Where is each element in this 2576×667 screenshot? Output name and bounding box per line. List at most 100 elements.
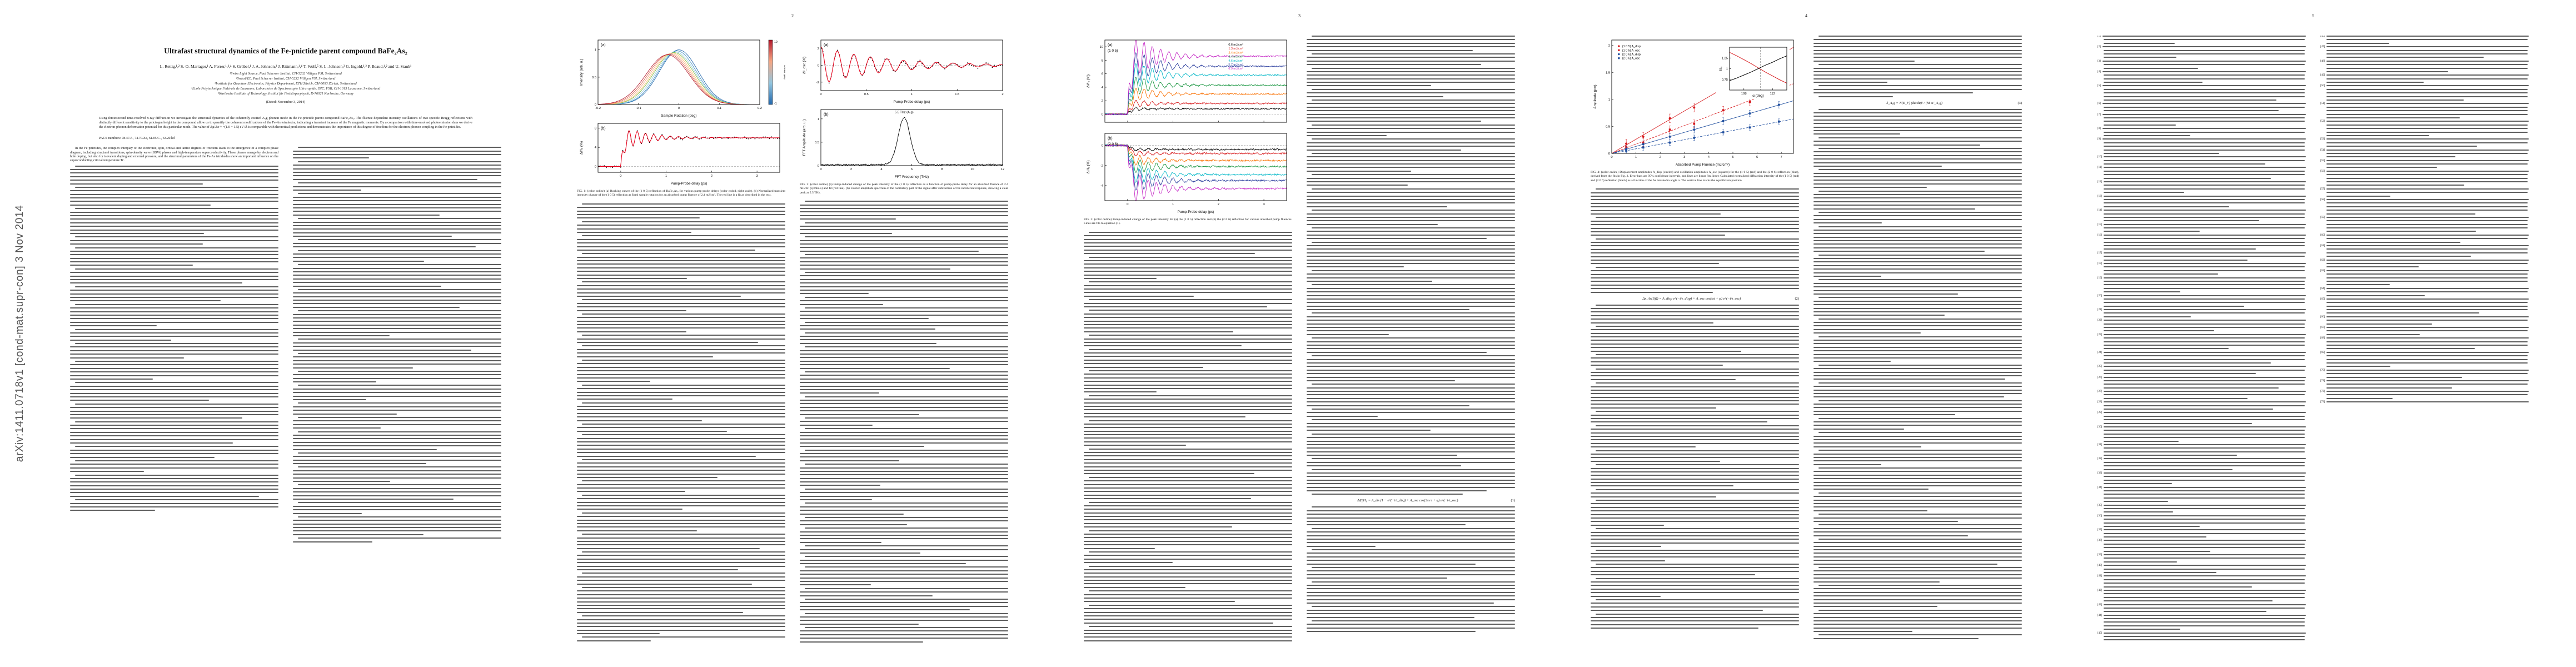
text-line: [2326, 170, 2529, 172]
text-line: [577, 249, 755, 251]
paragraph-placeholder: [1307, 337, 1515, 353]
text-line: [2104, 639, 2305, 641]
text-line: [1307, 366, 1515, 367]
text-line: [2326, 287, 2529, 289]
text-line: [1596, 217, 1799, 218]
text-line: [1591, 322, 1713, 323]
text-line: [1591, 273, 1799, 275]
reference-entry: [42]: [2097, 589, 2306, 602]
text-line: [2326, 401, 2529, 403]
text-line: [70, 297, 278, 298]
text-line: [577, 530, 697, 531]
text-line: [2104, 412, 2306, 414]
text-line: [75, 208, 278, 210]
text-line: [70, 265, 193, 266]
paragraph-placeholder: [1307, 581, 1515, 604]
reference-entry: [71]: [2320, 380, 2529, 389]
text-line: [1813, 222, 1882, 224]
page-1: Ultrafast structural dynamics of the Fe-…: [39, 0, 532, 667]
text-line: [70, 311, 278, 312]
text-line: [2104, 373, 2256, 375]
text-line: [1307, 627, 1515, 629]
text-line: [1813, 389, 2022, 391]
reference-number: [13]: [2097, 195, 2102, 198]
figure-3: 0 2 4 6 8 10 ΔI/I₀ (%) (a) (1 0 5) 0.6 mJ/cm² 1.3 …: [1084, 36, 1292, 226]
paragraph-placeholder: [1813, 190, 2022, 210]
paragraph-placeholder: [70, 236, 278, 245]
svg-text:Delay (ps): Delay (ps): [783, 65, 785, 79]
text-line: [582, 335, 785, 336]
text-line: [1089, 626, 1292, 628]
text-line: [800, 243, 1008, 245]
reference-entry: [38]: [2097, 539, 2306, 552]
text-line: [800, 595, 933, 596]
text-line: [293, 381, 376, 383]
text-line: [1084, 246, 1292, 247]
svg-text:0.2: 0.2: [758, 107, 762, 110]
reference-entry: [15]: [2097, 223, 2306, 232]
text-line: [2104, 522, 2305, 524]
text-line: [298, 452, 501, 454]
svg-text:3: 3: [756, 175, 758, 178]
text-line: [1591, 510, 1799, 512]
text-line: [298, 161, 501, 162]
text-line: [75, 303, 278, 305]
text-line: [2104, 629, 2181, 630]
text-line: [2102, 103, 2306, 104]
text-line: [1084, 459, 1292, 460]
text-line: [1591, 624, 1799, 625]
text-line: [2104, 106, 2305, 108]
text-line: [1813, 229, 2022, 231]
svg-text:8: 8: [941, 168, 943, 171]
paragraph-placeholder: [1307, 458, 1515, 467]
text-line: [800, 350, 1008, 351]
text-line: [2326, 92, 2528, 94]
text-line: [1307, 472, 1515, 474]
text-line: [2104, 376, 2306, 378]
text-line: [577, 462, 785, 464]
text-line: [1591, 343, 1799, 345]
text-line: [1813, 340, 2022, 341]
text-line: [1813, 197, 2022, 199]
text-line: [577, 487, 785, 489]
text-line: [800, 364, 1008, 366]
text-line: [1813, 67, 2022, 69]
text-line: [2104, 391, 2306, 392]
text-line: [800, 400, 1008, 401]
text-line: [577, 242, 785, 244]
text-line: [293, 331, 501, 333]
reference-number: [8]: [2097, 127, 2101, 130]
text-line: [293, 278, 501, 280]
page-5: 5 [1] [2] [3] [4] [5] [6] [7] [8] [9] [10] [11] [12…: [2066, 0, 2560, 667]
text-line: [1089, 370, 1292, 372]
text-line: [2326, 124, 2528, 126]
text-line: [293, 481, 391, 482]
text-line: [1307, 535, 1515, 536]
text-line: [70, 375, 278, 376]
text-line: [1307, 391, 1515, 392]
paragraph-placeholder: [293, 452, 501, 465]
reference-number: [67]: [2320, 326, 2325, 329]
text-line: [577, 619, 785, 620]
text-line: [582, 587, 785, 588]
reference-entry: [70]: [2320, 369, 2529, 378]
text-line: [2326, 284, 2390, 286]
text-line: [2104, 507, 2305, 509]
text-line: [1813, 620, 2022, 621]
text-line: [1307, 465, 1461, 467]
text-line: [1591, 192, 1799, 193]
text-line: [2104, 614, 2306, 616]
text-line: [2326, 82, 2424, 83]
text-line: [1813, 386, 2022, 387]
text-line: [70, 300, 221, 302]
text-line: [298, 288, 501, 290]
text-line: [70, 240, 278, 241]
paragraph-placeholder: [800, 201, 1008, 220]
text-line: [1591, 514, 1799, 515]
text-line: [293, 441, 501, 443]
text-line: [2104, 53, 2305, 54]
text-line: [2326, 231, 2476, 232]
text-line: [70, 197, 278, 199]
